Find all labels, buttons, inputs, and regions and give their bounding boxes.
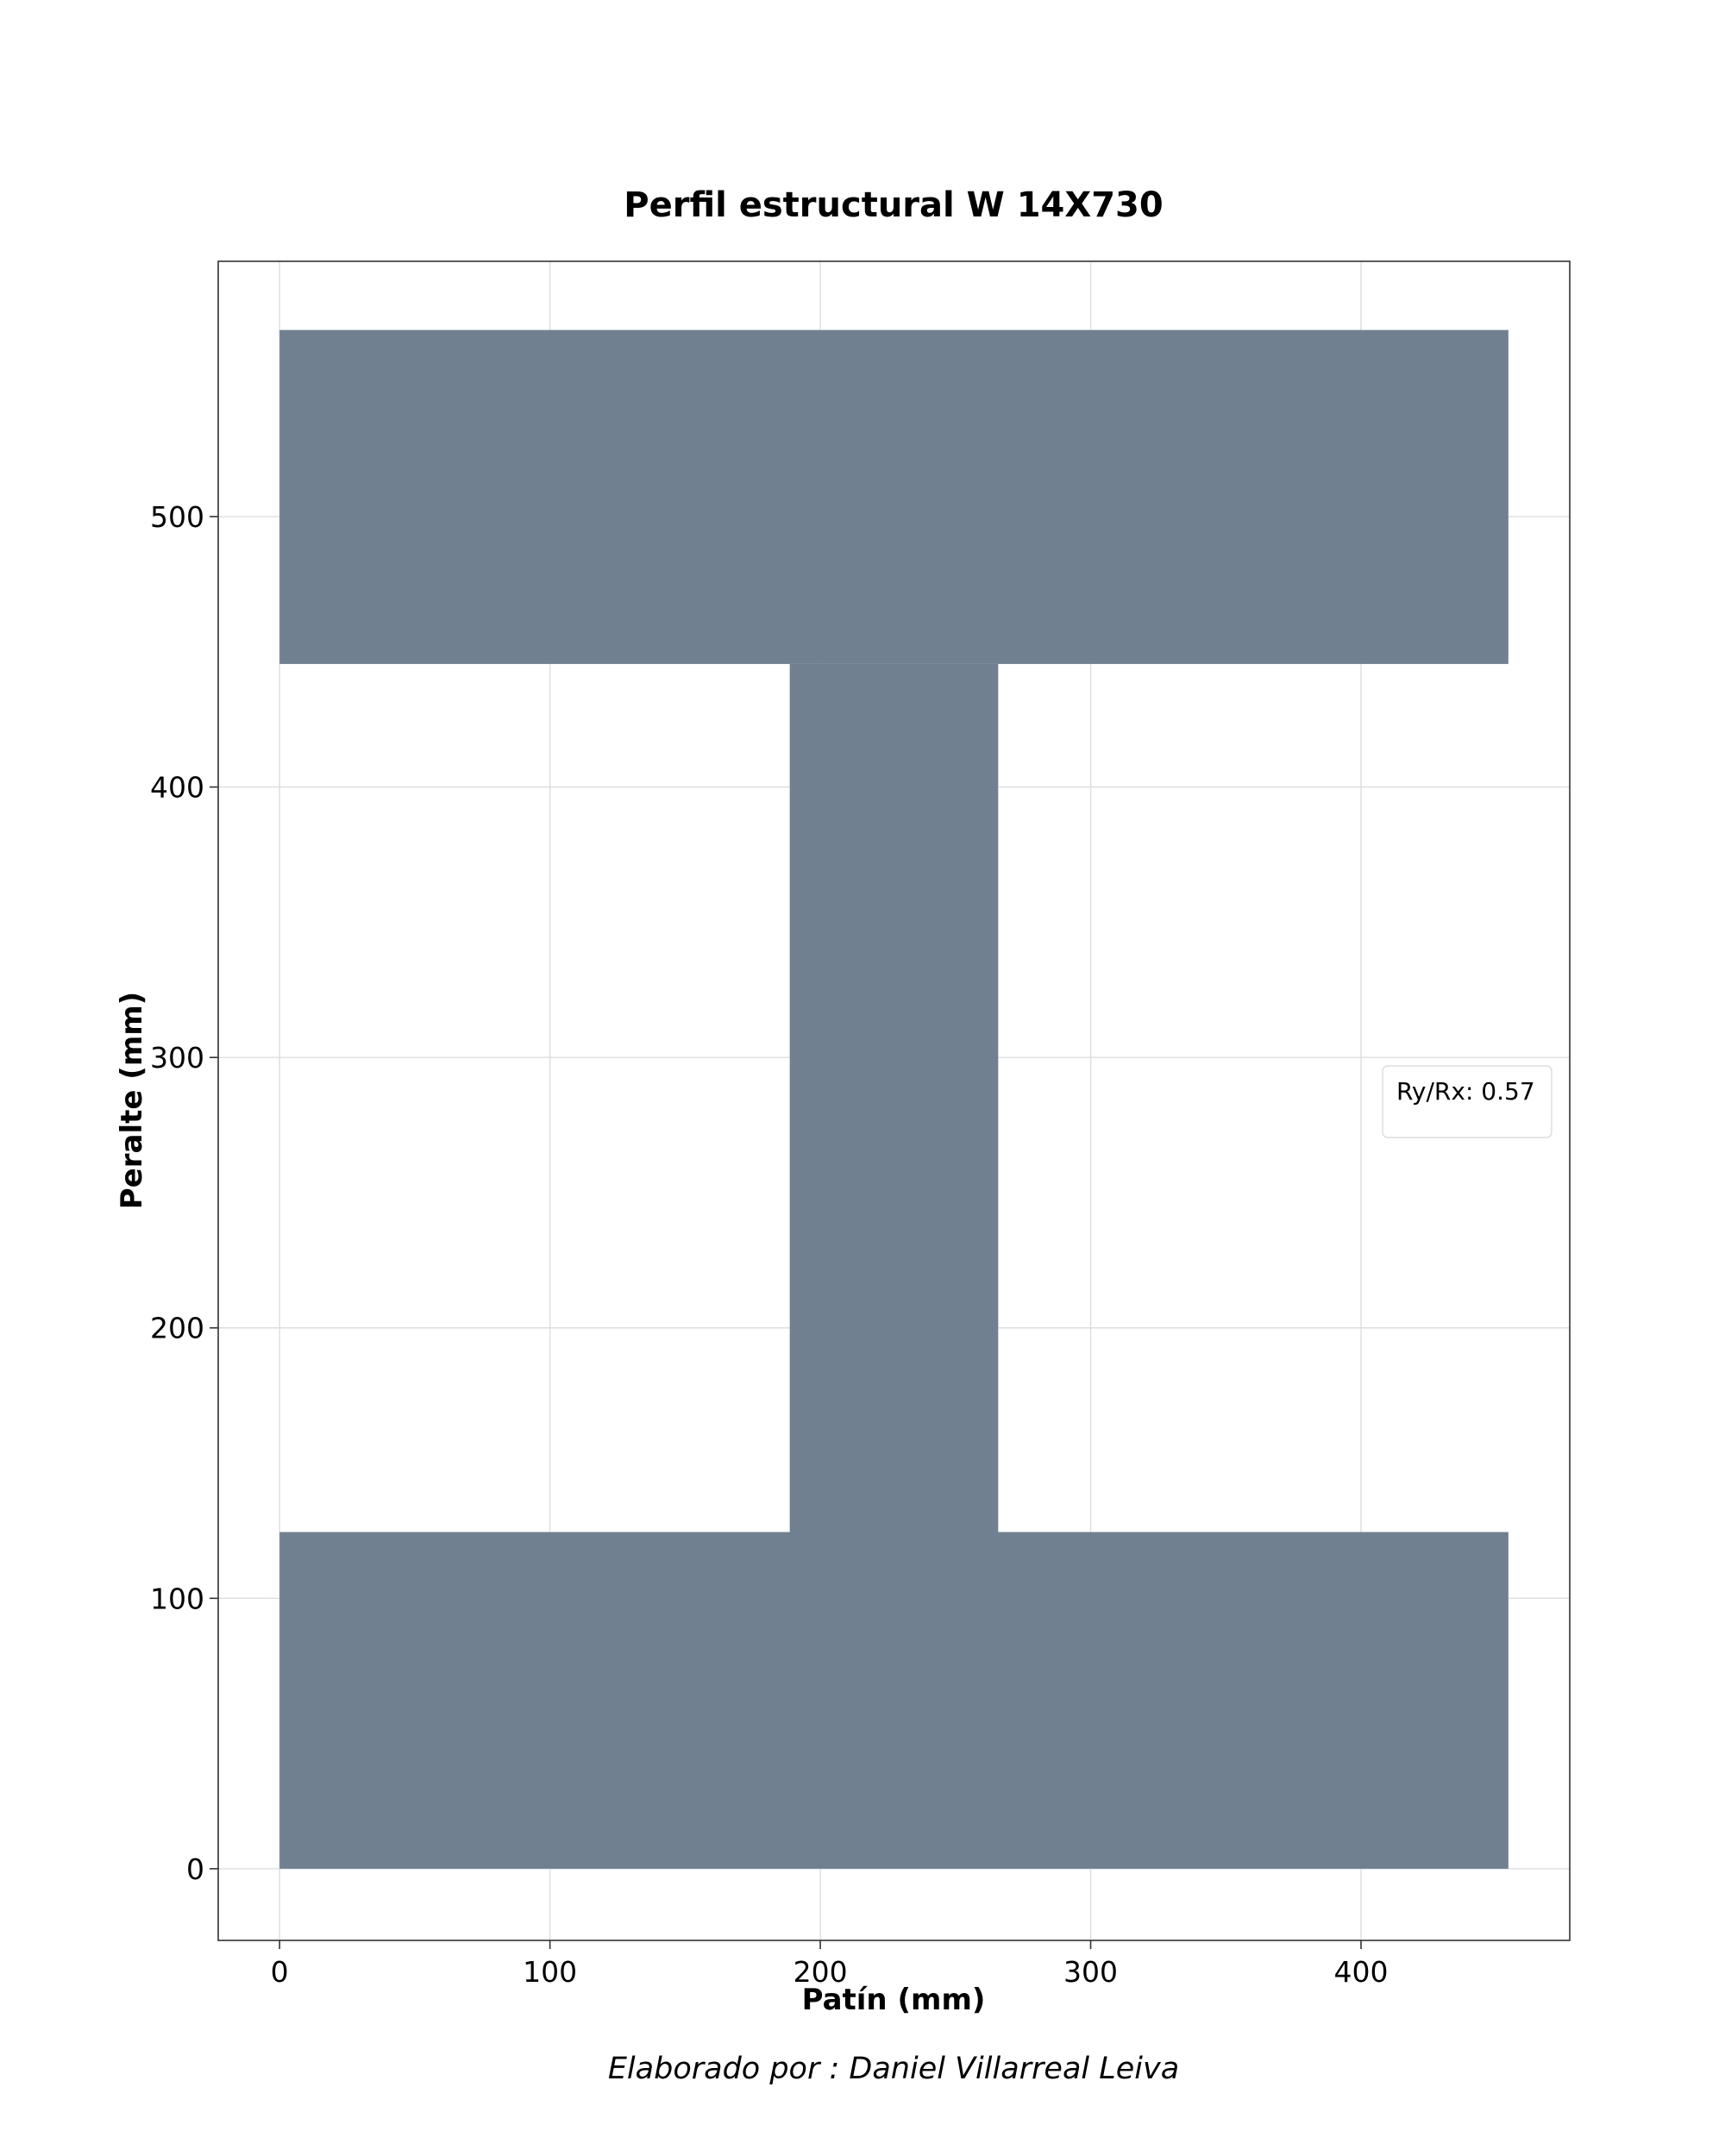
x-axis-label: Patín (mm) — [802, 1983, 986, 2017]
footer-credit: Elaborado por : Daniel Villarreal Leiva — [608, 2052, 1179, 2086]
legend: Ry/Rx: 0.57 — [1382, 1065, 1552, 1138]
y-tick-label: 300 — [150, 1041, 204, 1075]
legend-text: Ry/Rx: 0.57 — [1396, 1077, 1535, 1106]
y-tick-label: 100 — [150, 1582, 204, 1615]
y-axis-label: Peralte (mm) — [115, 992, 149, 1209]
y-tick-label: 200 — [150, 1312, 204, 1345]
x-tick-label: 400 — [1334, 1955, 1389, 1989]
top-flange — [279, 329, 1509, 664]
plot-frame — [217, 260, 1571, 1941]
bottom-flange — [279, 1532, 1509, 1869]
x-tick-label: 100 — [523, 1955, 577, 1989]
y-axis-ticks: 0 100 200 300 400 500 — [150, 500, 218, 1886]
legend-box — [1382, 1065, 1552, 1138]
web — [789, 663, 999, 1532]
i-beam-section — [279, 329, 1509, 1869]
y-tick-label: 400 — [150, 771, 204, 805]
x-axis-ticks: 0 100 200 300 400 — [271, 1940, 1389, 1989]
y-tick-label: 0 — [186, 1852, 204, 1886]
x-tick-label: 0 — [271, 1955, 289, 1989]
y-tick-label: 500 — [150, 500, 204, 534]
chart-title: Perfil estructural W 14X730 — [624, 185, 1163, 225]
x-tick-label: 300 — [1063, 1955, 1118, 1989]
x-tick-label: 200 — [794, 1955, 848, 1989]
